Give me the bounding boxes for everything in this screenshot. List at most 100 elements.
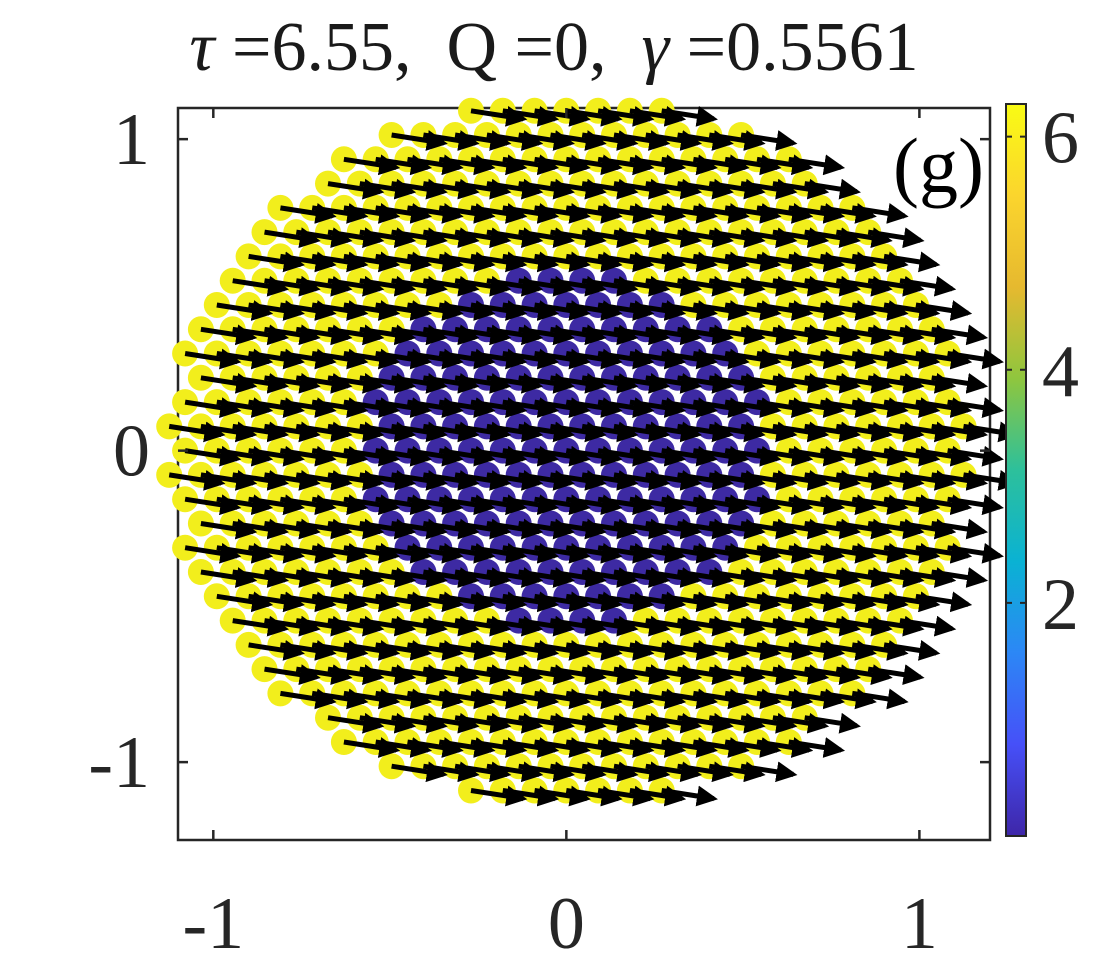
spin-arrow xyxy=(772,518,830,540)
spin-arrow xyxy=(629,105,687,127)
spin-arrow xyxy=(565,640,623,661)
spin-arrow xyxy=(693,154,750,176)
spin-arrow xyxy=(391,470,448,491)
spin-arrow xyxy=(788,203,846,224)
spin-arrow xyxy=(788,737,846,758)
spin-arrow xyxy=(693,445,750,467)
spin-arrow xyxy=(216,445,274,467)
spin-arrow xyxy=(248,445,305,467)
spin-arrow xyxy=(772,470,830,491)
q-value: 0 xyxy=(554,9,589,86)
spin-arrow xyxy=(947,494,1004,516)
spin-arrow xyxy=(248,494,305,516)
spin-arrow xyxy=(804,227,861,249)
colorbar-ticks: 2 4 6 xyxy=(1006,98,1079,646)
spin-arrow xyxy=(693,542,750,564)
spin-arrow xyxy=(931,518,989,540)
spin-arrow xyxy=(454,275,512,297)
spin-arrow xyxy=(327,712,385,734)
spin-arrow xyxy=(391,178,448,200)
spin-arrow xyxy=(693,300,750,321)
axes: -1 0 1 -1 0 1 xyxy=(88,99,990,955)
spin-arrow xyxy=(184,542,242,564)
spin-arrow xyxy=(677,664,734,685)
spin-arrow xyxy=(454,518,512,540)
spin-arrow xyxy=(804,178,861,200)
spin-arrow xyxy=(708,761,766,783)
spin-arrow xyxy=(264,275,321,297)
spin-arrow xyxy=(375,251,433,273)
spin-arrow xyxy=(486,664,544,685)
spin-arrow xyxy=(645,664,703,685)
spin-arrow xyxy=(597,494,655,516)
spin-arrow xyxy=(343,154,401,176)
spin-arrow xyxy=(232,567,290,588)
spin-arrow xyxy=(470,203,528,224)
spin-arrow xyxy=(216,397,274,418)
spin-arrow xyxy=(550,372,607,394)
spin-arrow xyxy=(820,591,877,613)
spin-arrow xyxy=(407,737,464,758)
spin-arrow xyxy=(534,251,591,273)
spin-arrow xyxy=(343,542,401,564)
spin-arrow xyxy=(677,275,734,297)
spin-arrow xyxy=(502,300,560,321)
spin-arrow xyxy=(740,712,798,734)
spin-arrow xyxy=(724,348,782,370)
spin-arrow xyxy=(915,445,973,467)
spin-arrow xyxy=(645,470,703,491)
spin-arrow xyxy=(708,664,766,685)
spin-arrow xyxy=(518,712,575,734)
spin-arrow xyxy=(534,737,591,758)
spin-arrow xyxy=(470,737,528,758)
spin-arrow xyxy=(788,494,846,516)
spin-arrow xyxy=(391,275,448,297)
spin-arrow xyxy=(724,154,782,176)
spin-arrow xyxy=(391,761,448,783)
spin-arrow xyxy=(867,372,925,394)
spin-arrow xyxy=(645,567,703,588)
gamma-value: 0.5561 xyxy=(726,9,919,86)
spin-arrow xyxy=(327,227,385,249)
spin-arrow xyxy=(550,421,607,443)
spin-arrow xyxy=(645,615,703,637)
spin-arrow xyxy=(915,542,973,564)
spin-arrow xyxy=(820,251,877,273)
spin-arrow xyxy=(836,227,893,249)
spin-arrow xyxy=(391,372,448,394)
spin-arrow xyxy=(645,324,703,346)
spin-arrow xyxy=(724,494,782,516)
spin-arrow xyxy=(947,348,1004,370)
spin-arrow xyxy=(280,640,337,661)
spin-arrow xyxy=(343,688,401,710)
spin-arrow xyxy=(280,203,337,224)
spin-arrow xyxy=(565,203,623,224)
spin-arrow xyxy=(216,348,274,370)
spin-arrow xyxy=(534,640,591,661)
spin-arrow xyxy=(375,397,433,418)
spin-arrow xyxy=(772,275,830,297)
spin-arrow xyxy=(851,640,909,661)
spin-arrow xyxy=(391,227,448,249)
spin-arrow xyxy=(486,372,544,394)
spin-arrow xyxy=(740,178,798,200)
spin-arrow xyxy=(423,227,480,249)
spin-arrow xyxy=(756,688,814,710)
spin-arrow xyxy=(645,372,703,394)
spin-arrow xyxy=(677,130,734,151)
spin-arrow xyxy=(502,542,560,564)
spin-arrow xyxy=(280,591,337,613)
spin-arrow xyxy=(550,615,607,637)
spin-arrow xyxy=(470,397,528,418)
spin-arrow xyxy=(454,615,512,637)
spin-arrow xyxy=(280,445,337,467)
spin-arrow xyxy=(200,567,258,588)
spin-arrow xyxy=(836,664,893,685)
gamma-symbol: γ xyxy=(641,9,670,86)
spin-arrow xyxy=(486,615,544,637)
spin-arrow xyxy=(661,494,718,516)
spin-arrow xyxy=(724,737,782,758)
data-marks xyxy=(156,97,1020,807)
spin-arrow xyxy=(295,664,353,685)
spin-arrow xyxy=(454,227,512,249)
